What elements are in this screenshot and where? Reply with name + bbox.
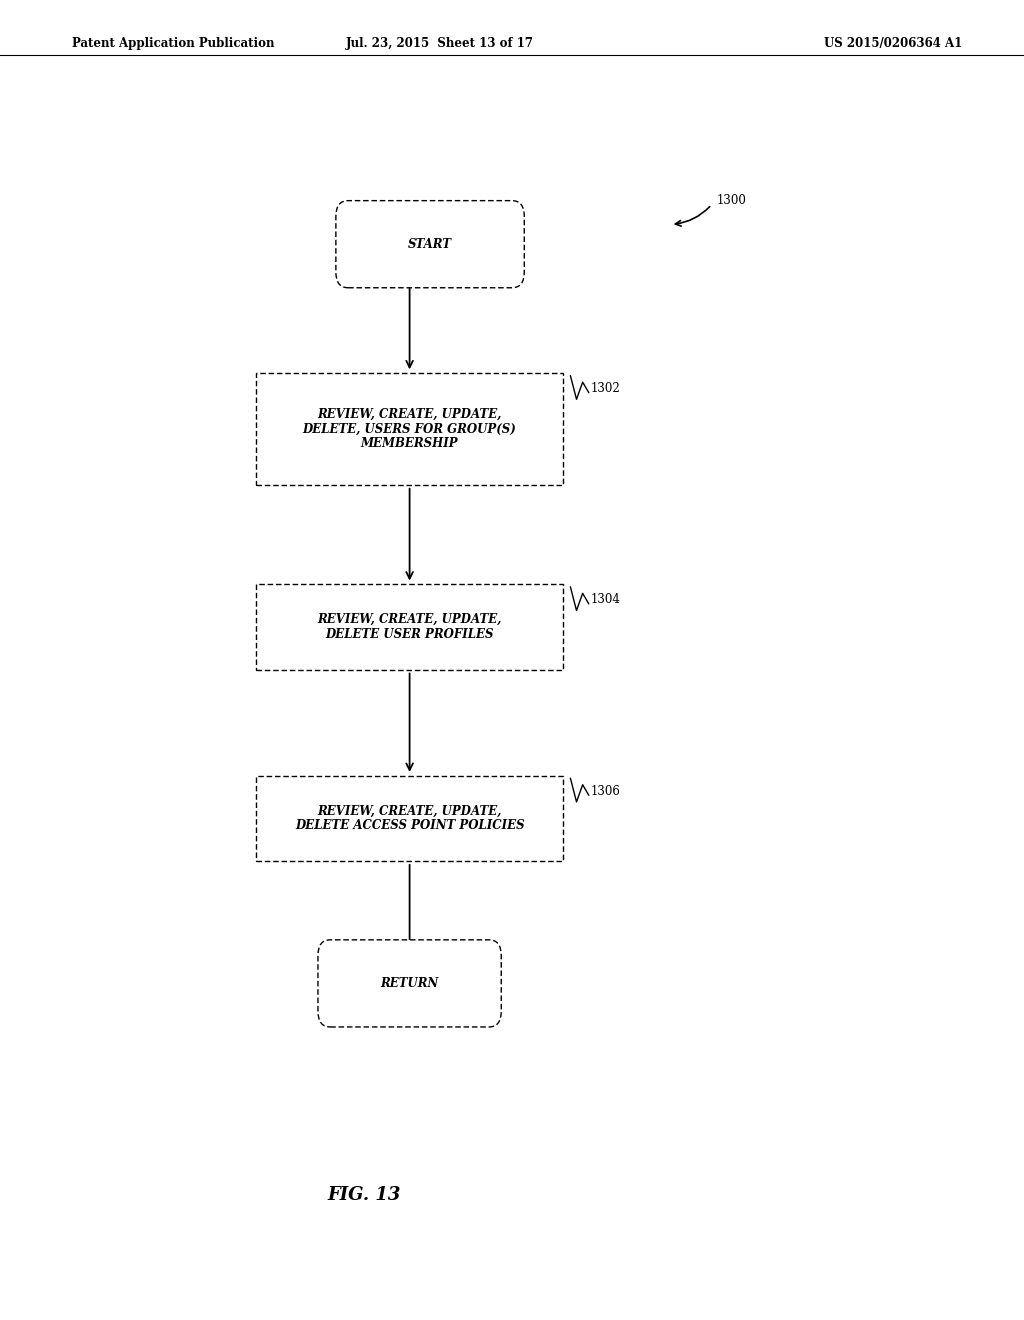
FancyBboxPatch shape bbox=[256, 583, 563, 671]
FancyBboxPatch shape bbox=[336, 201, 524, 288]
FancyBboxPatch shape bbox=[317, 940, 502, 1027]
Text: 1302: 1302 bbox=[591, 383, 621, 395]
Text: REVIEW, CREATE, UPDATE,
DELETE, USERS FOR GROUP(S)
MEMBERSHIP: REVIEW, CREATE, UPDATE, DELETE, USERS FO… bbox=[303, 408, 516, 450]
Text: FIG. 13: FIG. 13 bbox=[328, 1185, 401, 1204]
Text: 1300: 1300 bbox=[717, 194, 746, 207]
FancyBboxPatch shape bbox=[256, 776, 563, 861]
Text: START: START bbox=[409, 238, 452, 251]
Text: Jul. 23, 2015  Sheet 13 of 17: Jul. 23, 2015 Sheet 13 of 17 bbox=[346, 37, 535, 50]
Text: REVIEW, CREATE, UPDATE,
DELETE ACCESS POINT POLICIES: REVIEW, CREATE, UPDATE, DELETE ACCESS PO… bbox=[295, 804, 524, 833]
Text: Patent Application Publication: Patent Application Publication bbox=[72, 37, 274, 50]
Text: US 2015/0206364 A1: US 2015/0206364 A1 bbox=[824, 37, 963, 50]
Text: 1306: 1306 bbox=[591, 785, 621, 797]
FancyBboxPatch shape bbox=[256, 372, 563, 484]
Text: REVIEW, CREATE, UPDATE,
DELETE USER PROFILES: REVIEW, CREATE, UPDATE, DELETE USER PROF… bbox=[317, 612, 502, 642]
Text: RETURN: RETURN bbox=[381, 977, 438, 990]
Text: 1304: 1304 bbox=[591, 594, 621, 606]
